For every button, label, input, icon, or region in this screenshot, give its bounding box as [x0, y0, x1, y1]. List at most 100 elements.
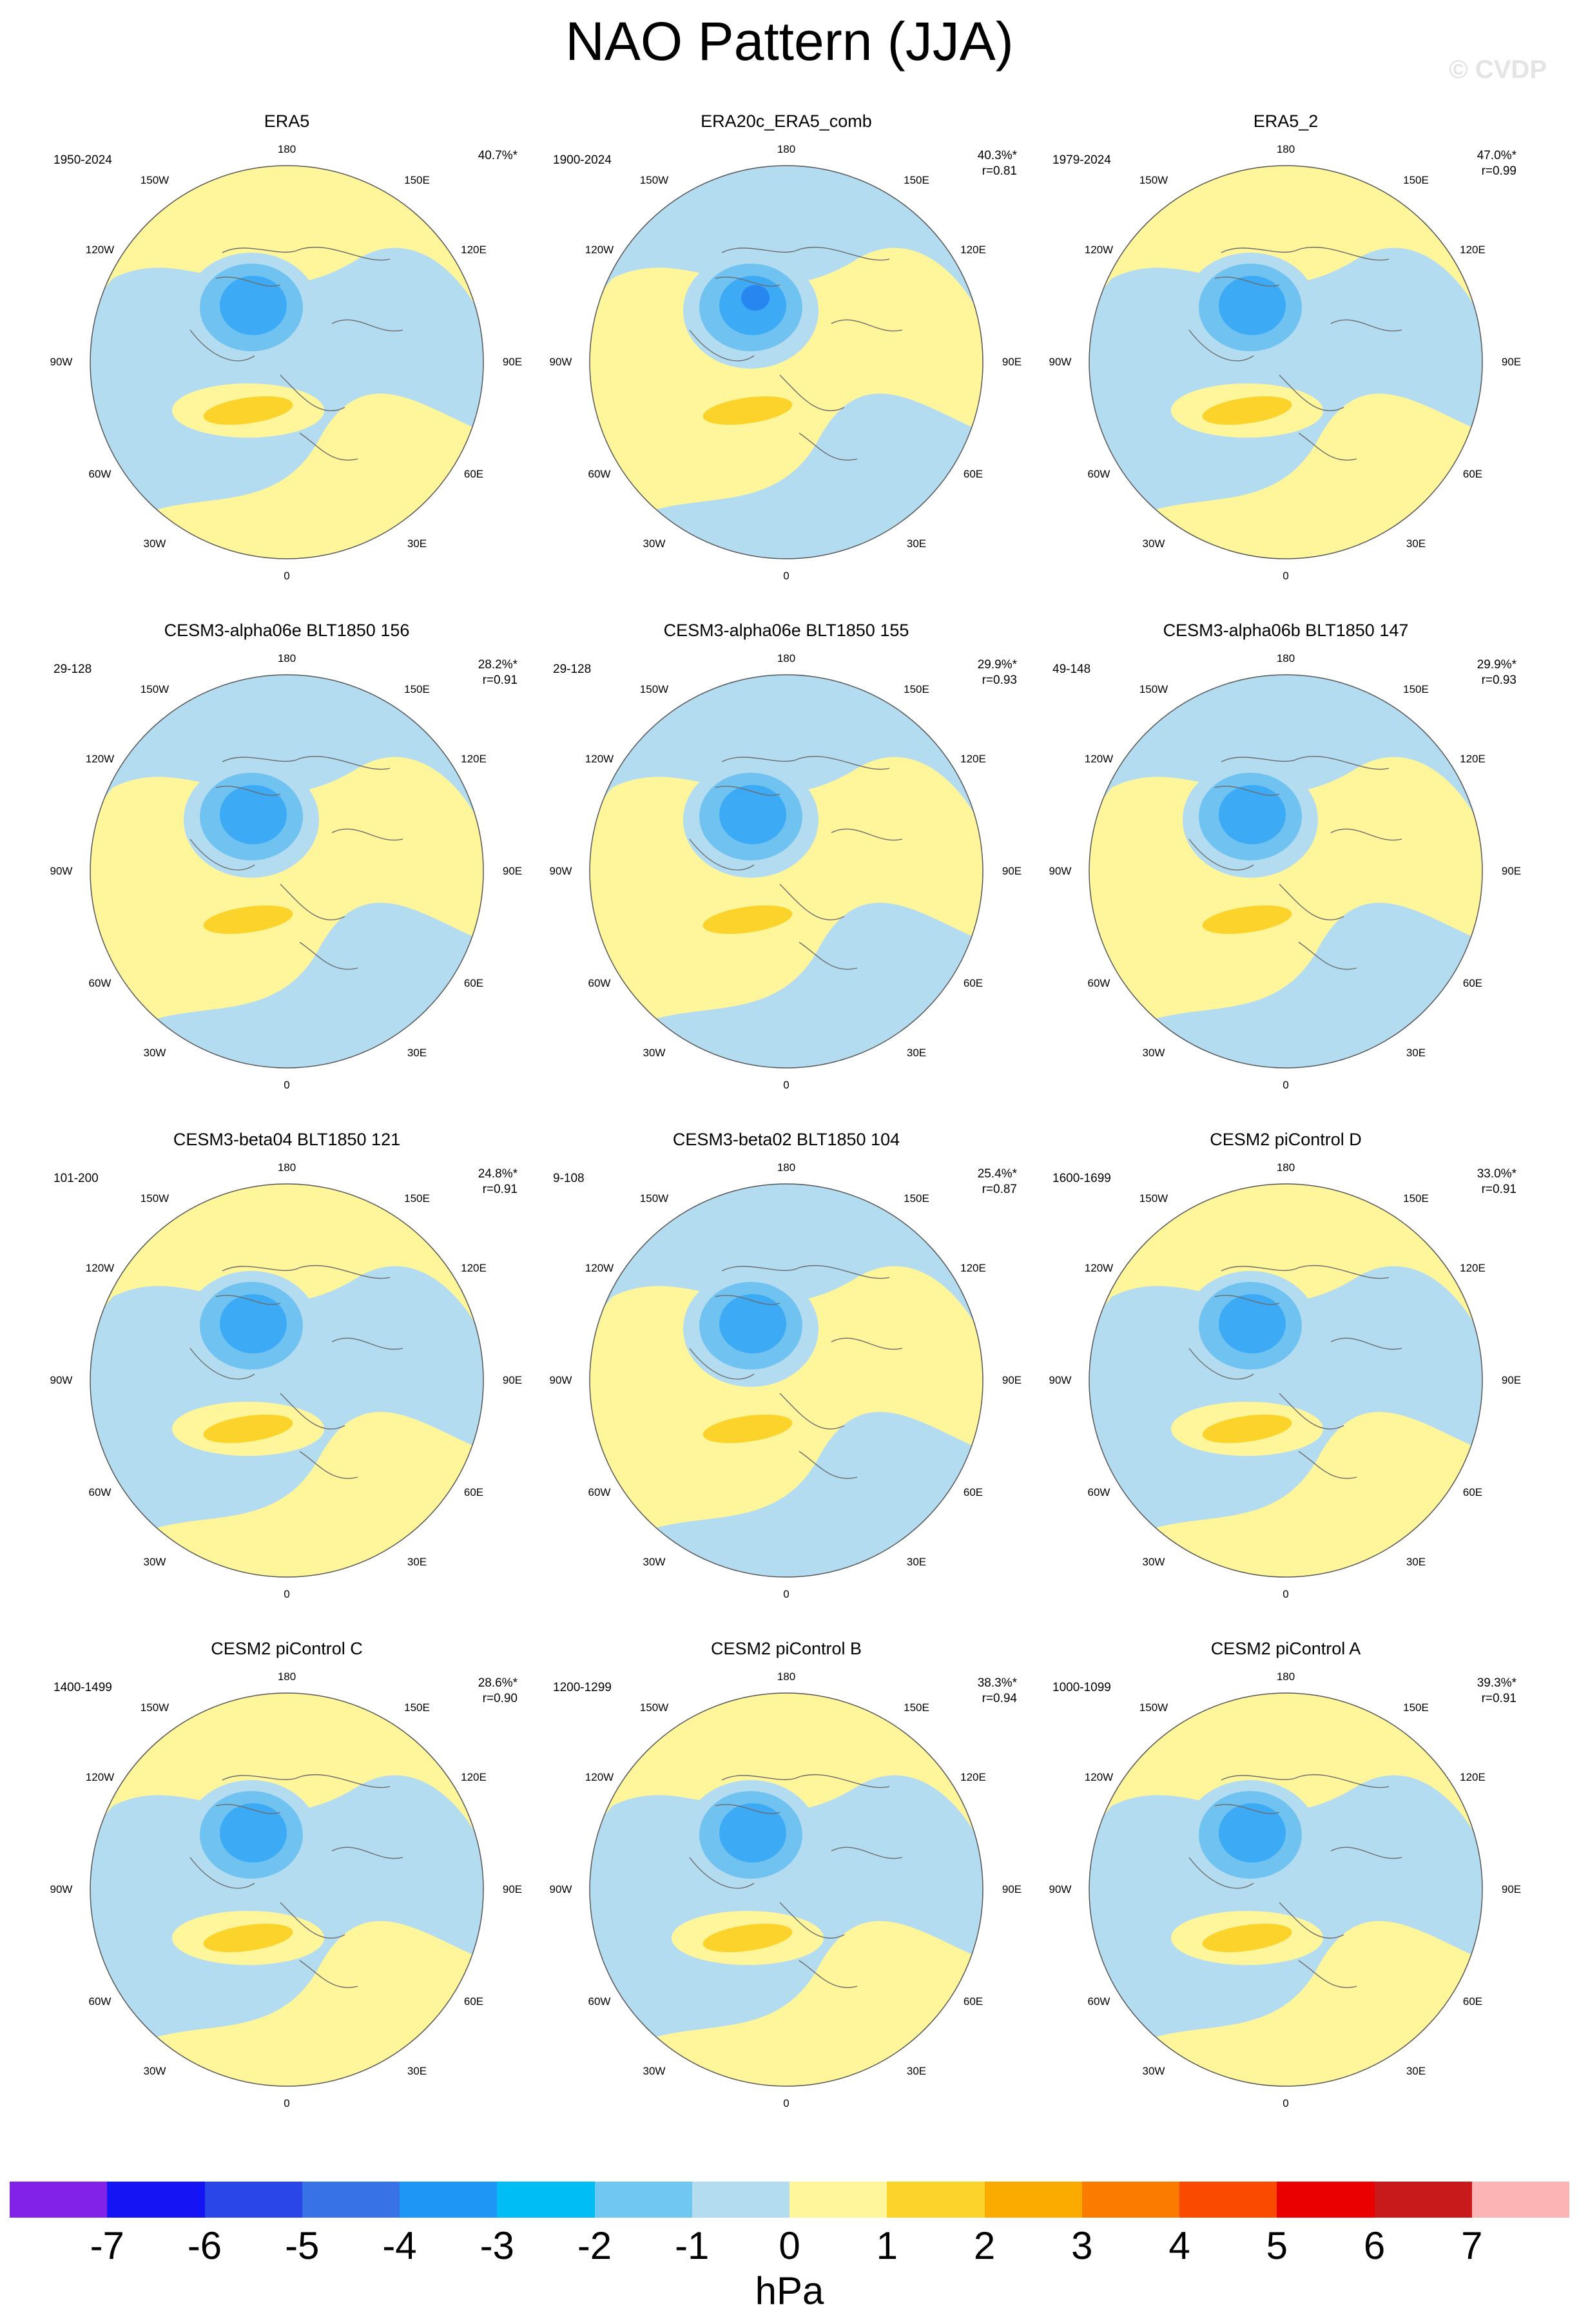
longitude-label: 150E [904, 683, 929, 695]
map-panel: CESM3-beta04 BLT1850 121 101-200 24.8%* r=0… [35, 1129, 538, 1638]
longitude-label: 150E [904, 174, 929, 186]
panel-years: 1200-1299 [553, 1681, 612, 1694]
panel-title: CESM3-alpha06e BLT1850 156 [164, 621, 410, 640]
panel-stats: 47.0%* r=0.99 [1477, 148, 1516, 179]
longitude-label: 120E [461, 1771, 487, 1783]
colorbar-swatch [302, 2182, 400, 2218]
longitude-label: 90E [1501, 1374, 1522, 1386]
longitude-label: 30W [143, 537, 166, 550]
panel-title: CESM3-alpha06b BLT1850 147 [1163, 621, 1409, 640]
panel-stats: 39.3%* r=0.91 [1477, 1676, 1516, 1707]
polar-map [1089, 1183, 1483, 1578]
negative-anomaly-core [220, 785, 287, 844]
longitude-label: 150E [904, 1701, 929, 1714]
longitude-label: 30E [1406, 2065, 1426, 2077]
map-panel: CESM2 piControl C 1400-1499 28.6%* r=0.90 18… [35, 1638, 538, 2147]
polar-map [589, 1692, 983, 2087]
longitude-label: 180 [1276, 143, 1295, 155]
negative-anomaly-core [1219, 785, 1286, 844]
longitude-label: 150E [404, 683, 430, 695]
longitude-label: 180 [777, 1670, 796, 1683]
colorbar-tick-label: -6 [187, 2224, 222, 2267]
positive-anomaly-core [1202, 1923, 1292, 1953]
longitude-label: 30W [643, 2065, 666, 2077]
longitude-label: 150W [1139, 174, 1168, 186]
longitude-label: 180 [1276, 1161, 1295, 1174]
longitude-label: 180 [277, 652, 296, 664]
colorbar-swatch [887, 2182, 985, 2218]
colorbar-swatch [204, 2182, 302, 2218]
longitude-label: 0 [284, 570, 290, 582]
longitude-label: 60E [463, 1486, 484, 1498]
explained-variance: 28.2%* [478, 658, 518, 672]
longitude-label: 150E [1403, 1192, 1429, 1205]
map-border [589, 165, 983, 559]
pattern-correlation: r=0.93 [1481, 673, 1516, 687]
explained-variance: 38.3%* [977, 1676, 1017, 1690]
explained-variance: 29.9%* [1477, 658, 1516, 672]
colorbar-tick-label: -2 [577, 2224, 612, 2267]
longitude-label: 150E [404, 1701, 430, 1714]
longitude-label: 120E [461, 1262, 487, 1274]
colorbar-tick-label: 1 [876, 2224, 898, 2267]
negative-anomaly-core [220, 1294, 287, 1353]
positive-anomaly-core [1202, 1414, 1292, 1444]
longitude-label: 60W [1087, 468, 1110, 480]
explained-variance: 25.4%* [977, 1167, 1017, 1181]
watermark: © CVDP [1449, 55, 1547, 84]
longitude-label: 90E [502, 865, 523, 877]
longitude-label: 150W [1139, 1701, 1168, 1714]
longitude-label: 150E [1403, 174, 1429, 186]
map-panel: CESM2 piControl B 1200-1299 38.3%* r=0.94 18… [535, 1638, 1038, 2147]
positive-anomaly-core [702, 905, 793, 934]
panel-title: ERA5 [264, 111, 310, 131]
positive-anomaly-core [702, 1923, 793, 1953]
longitude-label: 150E [1403, 1701, 1429, 1714]
map-panel: ERA5_2 1979-2024 47.0%* r=0.99 180 0 90W 90E 150… [1034, 111, 1537, 620]
map-border [90, 674, 484, 1069]
longitude-label: 90E [1501, 865, 1522, 877]
longitude-label: 150E [904, 1192, 929, 1205]
pattern-correlation: r=0.91 [1481, 1183, 1516, 1196]
longitude-label: 120W [85, 753, 115, 765]
longitude-label: 30E [906, 1556, 927, 1568]
polar-map [589, 165, 983, 559]
map-panel: CESM2 piControl D 1600-1699 33.0%* r=0.91 18… [1034, 1129, 1537, 1638]
map-border [90, 1692, 484, 2087]
panel-title: CESM2 piControl B [710, 1639, 862, 1658]
panel-years: 1950-2024 [53, 153, 112, 167]
longitude-label: 90E [1501, 356, 1522, 368]
negative-anomaly-core [1219, 1294, 1286, 1353]
longitude-label: 30W [643, 537, 666, 550]
longitude-label: 30W [1142, 537, 1165, 550]
polar-map [1089, 165, 1483, 559]
colorbar-tick-label: 2 [973, 2224, 996, 2267]
panel-title: ERA20c_ERA5_comb [701, 111, 872, 131]
longitude-label: 150E [1403, 683, 1429, 695]
panel-title: CESM3-beta02 BLT1850 104 [672, 1130, 900, 1149]
colorbar-tick-label: -3 [480, 2224, 514, 2267]
colorbar-tick-label: 0 [779, 2224, 800, 2267]
page-title: NAO Pattern (JJA) [565, 11, 1014, 72]
longitude-label: 60W [588, 1486, 611, 1498]
longitude-label: 60W [588, 1995, 611, 2008]
longitude-label: 120E [1460, 1771, 1486, 1783]
longitude-label: 60E [1462, 1995, 1483, 2008]
colorbar-tick-label: -1 [675, 2224, 710, 2267]
coastlines [189, 1264, 403, 1479]
longitude-label: 0 [783, 2097, 790, 2109]
explained-variance: 28.6%* [478, 1676, 518, 1690]
coastlines [689, 246, 903, 461]
longitude-label: 180 [777, 652, 796, 664]
positive-anomaly-core [1202, 905, 1292, 934]
longitude-label: 90E [1501, 1883, 1522, 1895]
explained-variance: 33.0%* [1477, 1167, 1516, 1181]
coastlines [689, 1264, 903, 1479]
panel-stats: 24.8%* r=0.91 [478, 1167, 518, 1197]
longitude-label: 120E [960, 753, 986, 765]
polar-map [1089, 1692, 1483, 2087]
longitude-label: 180 [277, 1161, 296, 1174]
longitude-label: 90E [1002, 1883, 1022, 1895]
longitude-label: 90W [1049, 1883, 1072, 1895]
longitude-label: 60W [88, 468, 111, 480]
